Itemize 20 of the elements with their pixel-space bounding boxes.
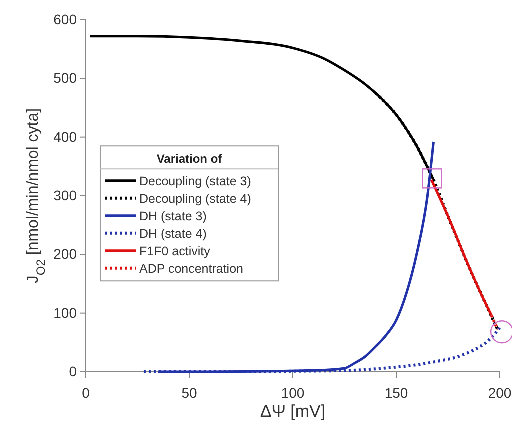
y-tick-label: 600: [54, 11, 78, 28]
legend-title: Variation of: [156, 152, 224, 166]
x-tick-label: 100: [281, 384, 305, 401]
legend-label: ADP concentration: [139, 262, 244, 276]
legend-label: Decoupling (state 3): [139, 174, 252, 188]
y-tick-label: 400: [54, 128, 78, 145]
x-tick-label: 150: [384, 384, 408, 401]
legend-label: DH (state 4): [139, 226, 207, 241]
y-tick-label: 200: [54, 246, 78, 262]
x-tick-label: 0: [82, 384, 90, 401]
y-tick-label: 300: [54, 187, 78, 204]
legend-label: DH (state 3): [139, 209, 207, 224]
y-tick-label: 100: [54, 304, 78, 321]
legend-label: Decoupling (state 4): [139, 192, 252, 206]
x-tick-label: 200: [488, 384, 512, 401]
y-tick-label: 0: [69, 363, 78, 380]
x-tick-label: 50: [182, 384, 198, 401]
x-axis-title: ΔΨ [mV]: [260, 402, 326, 421]
y-tick-label: 500: [54, 70, 78, 86]
legend-label: F1F0 activity: [139, 244, 212, 258]
